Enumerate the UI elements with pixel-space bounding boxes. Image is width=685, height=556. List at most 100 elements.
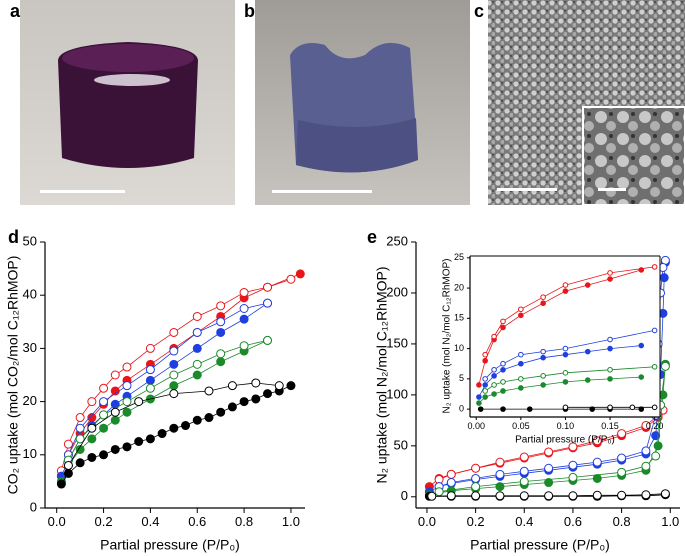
data-point — [500, 324, 506, 331]
y-tick-label: 150 — [386, 335, 408, 350]
data-point — [495, 491, 505, 501]
x-tick-label: 0.4 — [515, 514, 533, 529]
data-point — [495, 469, 505, 479]
data-point — [562, 288, 569, 294]
data-point — [63, 460, 73, 470]
data-point — [500, 366, 506, 373]
data-point — [491, 373, 497, 379]
y-tick-label: 10 — [454, 343, 464, 353]
data-point — [568, 491, 578, 501]
data-point — [540, 373, 546, 379]
data-point — [607, 276, 613, 282]
y-tick-label: 50 — [23, 233, 37, 248]
data-point — [251, 394, 261, 404]
data-point — [134, 397, 144, 407]
data-point — [519, 466, 529, 476]
y-tick-label: 30 — [23, 340, 37, 355]
x-tick-label: 0.2 — [95, 514, 113, 529]
data-point — [617, 490, 627, 500]
x-tick-label: 0.6 — [188, 514, 206, 529]
y-tick-label: 20 — [23, 393, 37, 408]
data-point — [286, 381, 296, 391]
chart: 0.0 0.2 0.4 0.6 0.8 1.0050100150200250Partial… — [367, 227, 680, 553]
data-point — [518, 312, 524, 319]
data-point — [110, 444, 120, 454]
data-point — [491, 391, 497, 397]
data-point — [518, 376, 524, 382]
data-point — [216, 407, 226, 417]
data-point — [99, 423, 109, 433]
data-point — [181, 421, 191, 431]
x-tick-label: 0.8 — [613, 514, 631, 529]
data-point — [476, 394, 482, 400]
x-tick-label: 0.10 — [557, 421, 575, 431]
photo-b — [255, 0, 470, 205]
chart: 0.00 0.05 0.10 0.15 0.20 0 5 10 15 20 25 Partial pr… — [442, 252, 664, 445]
x-tick-label: 0.05 — [512, 421, 530, 431]
panel-label: e — [367, 227, 377, 247]
y-tick-label: 0 — [401, 488, 408, 503]
data-point — [651, 451, 661, 461]
data-point — [99, 450, 109, 460]
data-point — [63, 439, 73, 449]
data-point — [110, 407, 120, 417]
x-tick-label: 0.15 — [601, 421, 619, 431]
data-point — [629, 404, 636, 411]
data-point — [192, 311, 202, 321]
data-point — [56, 479, 66, 489]
data-point — [216, 357, 226, 367]
data-point — [122, 442, 132, 452]
data-point — [592, 490, 602, 500]
data-point — [641, 490, 651, 500]
data-point — [653, 441, 663, 451]
data-point — [446, 469, 456, 479]
data-point — [476, 400, 482, 406]
data-point — [544, 491, 554, 501]
data-point — [274, 381, 284, 391]
data-point — [562, 282, 569, 288]
data-point — [540, 300, 546, 307]
x-tick-label: 0.00 — [467, 421, 485, 431]
data-point — [641, 446, 651, 456]
data-point — [145, 343, 155, 353]
data-point — [263, 335, 273, 345]
data-point — [607, 366, 613, 373]
data-point — [239, 314, 249, 324]
chart: 0.0 0.2 0.4 0.6 0.8 1.0 0 10 20 30 40 50 Partial pre… — [5, 227, 305, 553]
data-point — [660, 489, 670, 499]
photo-a — [20, 0, 235, 205]
data-point — [192, 370, 202, 380]
data-point — [169, 346, 179, 356]
data-point — [263, 298, 273, 308]
data-point — [584, 282, 591, 288]
data-point — [518, 360, 524, 367]
y-tick-label: 50 — [394, 437, 408, 452]
data-point — [75, 458, 85, 468]
data-point — [540, 294, 546, 300]
data-point — [145, 365, 155, 375]
data-point — [446, 478, 456, 488]
data-point — [491, 366, 497, 373]
data-point — [295, 269, 305, 279]
x-axis-label: Partial pressure (P/P₀) — [100, 537, 240, 553]
data-point — [227, 402, 237, 412]
y-tick-label: 5 — [459, 373, 464, 383]
data-point — [544, 478, 554, 488]
data-point — [651, 363, 658, 370]
x-tick-label: 0.0 — [418, 514, 436, 529]
data-point — [617, 453, 627, 463]
data-point — [169, 389, 179, 399]
data-point — [500, 406, 506, 412]
x-tick-label: 1.0 — [282, 514, 300, 529]
data-point — [500, 318, 506, 325]
data-point — [491, 333, 497, 340]
data-point — [251, 378, 261, 388]
data-point — [192, 359, 202, 369]
data-point — [134, 437, 144, 446]
data-point — [216, 301, 226, 311]
data-point — [651, 404, 658, 411]
series-line — [68, 340, 268, 461]
data-point — [122, 397, 132, 407]
data-point — [145, 375, 155, 385]
